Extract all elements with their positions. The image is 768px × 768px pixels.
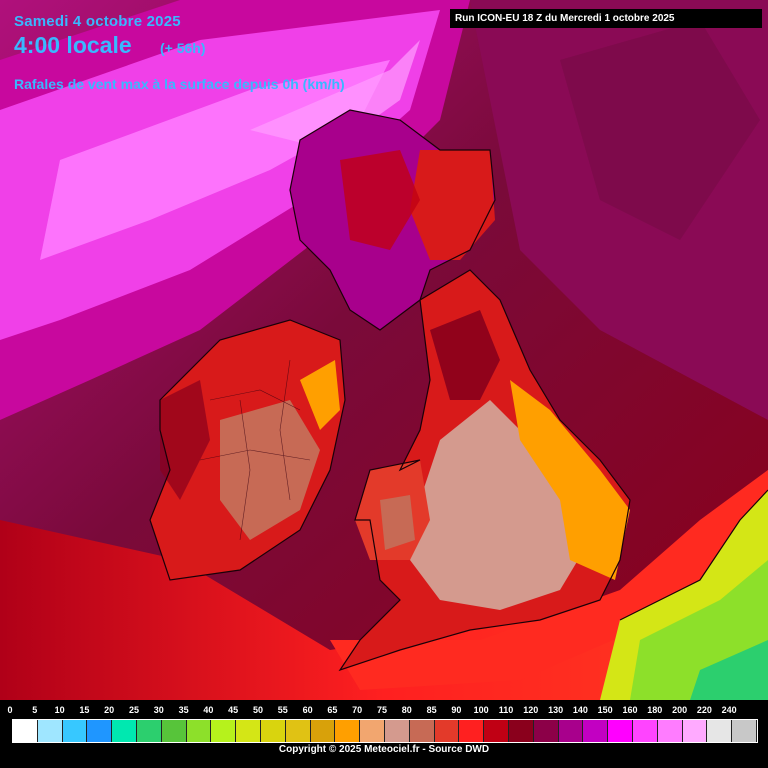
legend-swatch — [161, 720, 187, 742]
legend-swatch — [384, 720, 410, 742]
coastlines — [149, 109, 768, 672]
legend-label: 45 — [228, 705, 239, 715]
legend-label: 20 — [104, 705, 115, 715]
legend-label: 15 — [79, 705, 90, 715]
legend-swatches — [12, 719, 758, 743]
legend-label: 65 — [327, 705, 338, 715]
north-england-dark — [430, 310, 500, 400]
legend-swatch — [87, 720, 113, 742]
legend-swatch — [682, 720, 708, 742]
forecast-time: 4:00 locale — [14, 32, 132, 58]
forecast-date: Samedi 4 octobre 2025 — [14, 13, 181, 30]
legend-swatch — [533, 720, 559, 742]
legend-label: 70 — [352, 705, 363, 715]
legend-label: 75 — [376, 705, 388, 715]
pink-core-2 — [250, 40, 420, 150]
legend-swatch — [732, 720, 757, 742]
legend-label: 5 — [32, 705, 38, 715]
county-borders — [199, 359, 311, 541]
parameter-title: Rafales de vent max à la surface depuis … — [14, 76, 345, 92]
legend-swatch — [558, 720, 584, 742]
legend-swatch — [13, 720, 38, 742]
legend-label: 50 — [252, 705, 264, 715]
legend-label: 80 — [401, 705, 412, 715]
legend-label: 25 — [128, 705, 140, 715]
copyright-text: Copyright © 2025 Meteociel.fr - Source D… — [278, 744, 490, 755]
legend-label: 150 — [597, 705, 613, 715]
ireland-dark-west — [160, 380, 210, 500]
ireland-orange — [300, 360, 340, 430]
legend-swatch — [62, 720, 88, 742]
wales-salmon — [380, 495, 415, 550]
legend-swatch — [707, 720, 733, 742]
england-orange-east — [510, 380, 630, 580]
legend-swatch — [310, 720, 336, 742]
legend-swatch — [37, 720, 63, 742]
legend-swatch — [112, 720, 137, 742]
legend-swatch — [136, 720, 162, 742]
legend-label: 240 — [721, 705, 737, 715]
legend-labels: 0 5 10 15 20 25 30 35 40 45 50 55 60 65 70 75 80 85 90 100 1… — [0, 705, 768, 717]
legend-label: 200 — [672, 705, 688, 715]
legend-swatch — [211, 720, 237, 742]
legend-swatch — [608, 720, 633, 742]
legend-label: 40 — [203, 705, 214, 715]
legend-swatch — [409, 720, 435, 742]
legend-label: 140 — [572, 705, 588, 715]
legend-label: 220 — [696, 705, 712, 715]
continent-teal — [690, 640, 768, 700]
forecast-offset: (+ 56h) — [160, 40, 206, 56]
legend-swatch — [434, 720, 460, 742]
legend-swatch — [657, 720, 683, 742]
legend-label: 0 — [7, 705, 13, 715]
legend-swatch — [632, 720, 658, 742]
legend-label: 60 — [302, 705, 313, 715]
scotland-highland-red — [340, 150, 420, 250]
legend-label: 100 — [473, 705, 489, 715]
model-run-label: Run ICON-EU 18 Z du Mercredi 1 octobre 2… — [450, 9, 762, 28]
legend-swatch — [186, 720, 212, 742]
legend-label: 180 — [647, 705, 663, 715]
legend-label: 35 — [178, 705, 189, 715]
legend-swatch — [285, 720, 311, 742]
legend-swatch — [335, 720, 361, 742]
english-channel-red — [330, 470, 768, 690]
legend-swatch — [459, 720, 485, 742]
legend-label: 55 — [277, 705, 288, 715]
legend-label: 110 — [498, 705, 514, 715]
england-salmon — [410, 400, 590, 610]
dark-streaks — [560, 20, 760, 240]
legend-label: 130 — [548, 705, 564, 715]
legend-label: 90 — [451, 705, 462, 715]
legend-swatch — [583, 720, 609, 742]
legend-label: 30 — [153, 705, 164, 715]
legend-swatch — [360, 720, 385, 742]
scotland-red-east — [410, 150, 495, 260]
legend-label: 85 — [426, 705, 437, 715]
legend-label: 120 — [523, 705, 539, 715]
legend-swatch — [236, 720, 261, 742]
legend-swatch — [508, 720, 534, 742]
legend-swatch — [484, 720, 509, 742]
legend-label: 10 — [54, 705, 65, 715]
legend-label: 160 — [622, 705, 638, 715]
legend-swatch — [260, 720, 286, 742]
